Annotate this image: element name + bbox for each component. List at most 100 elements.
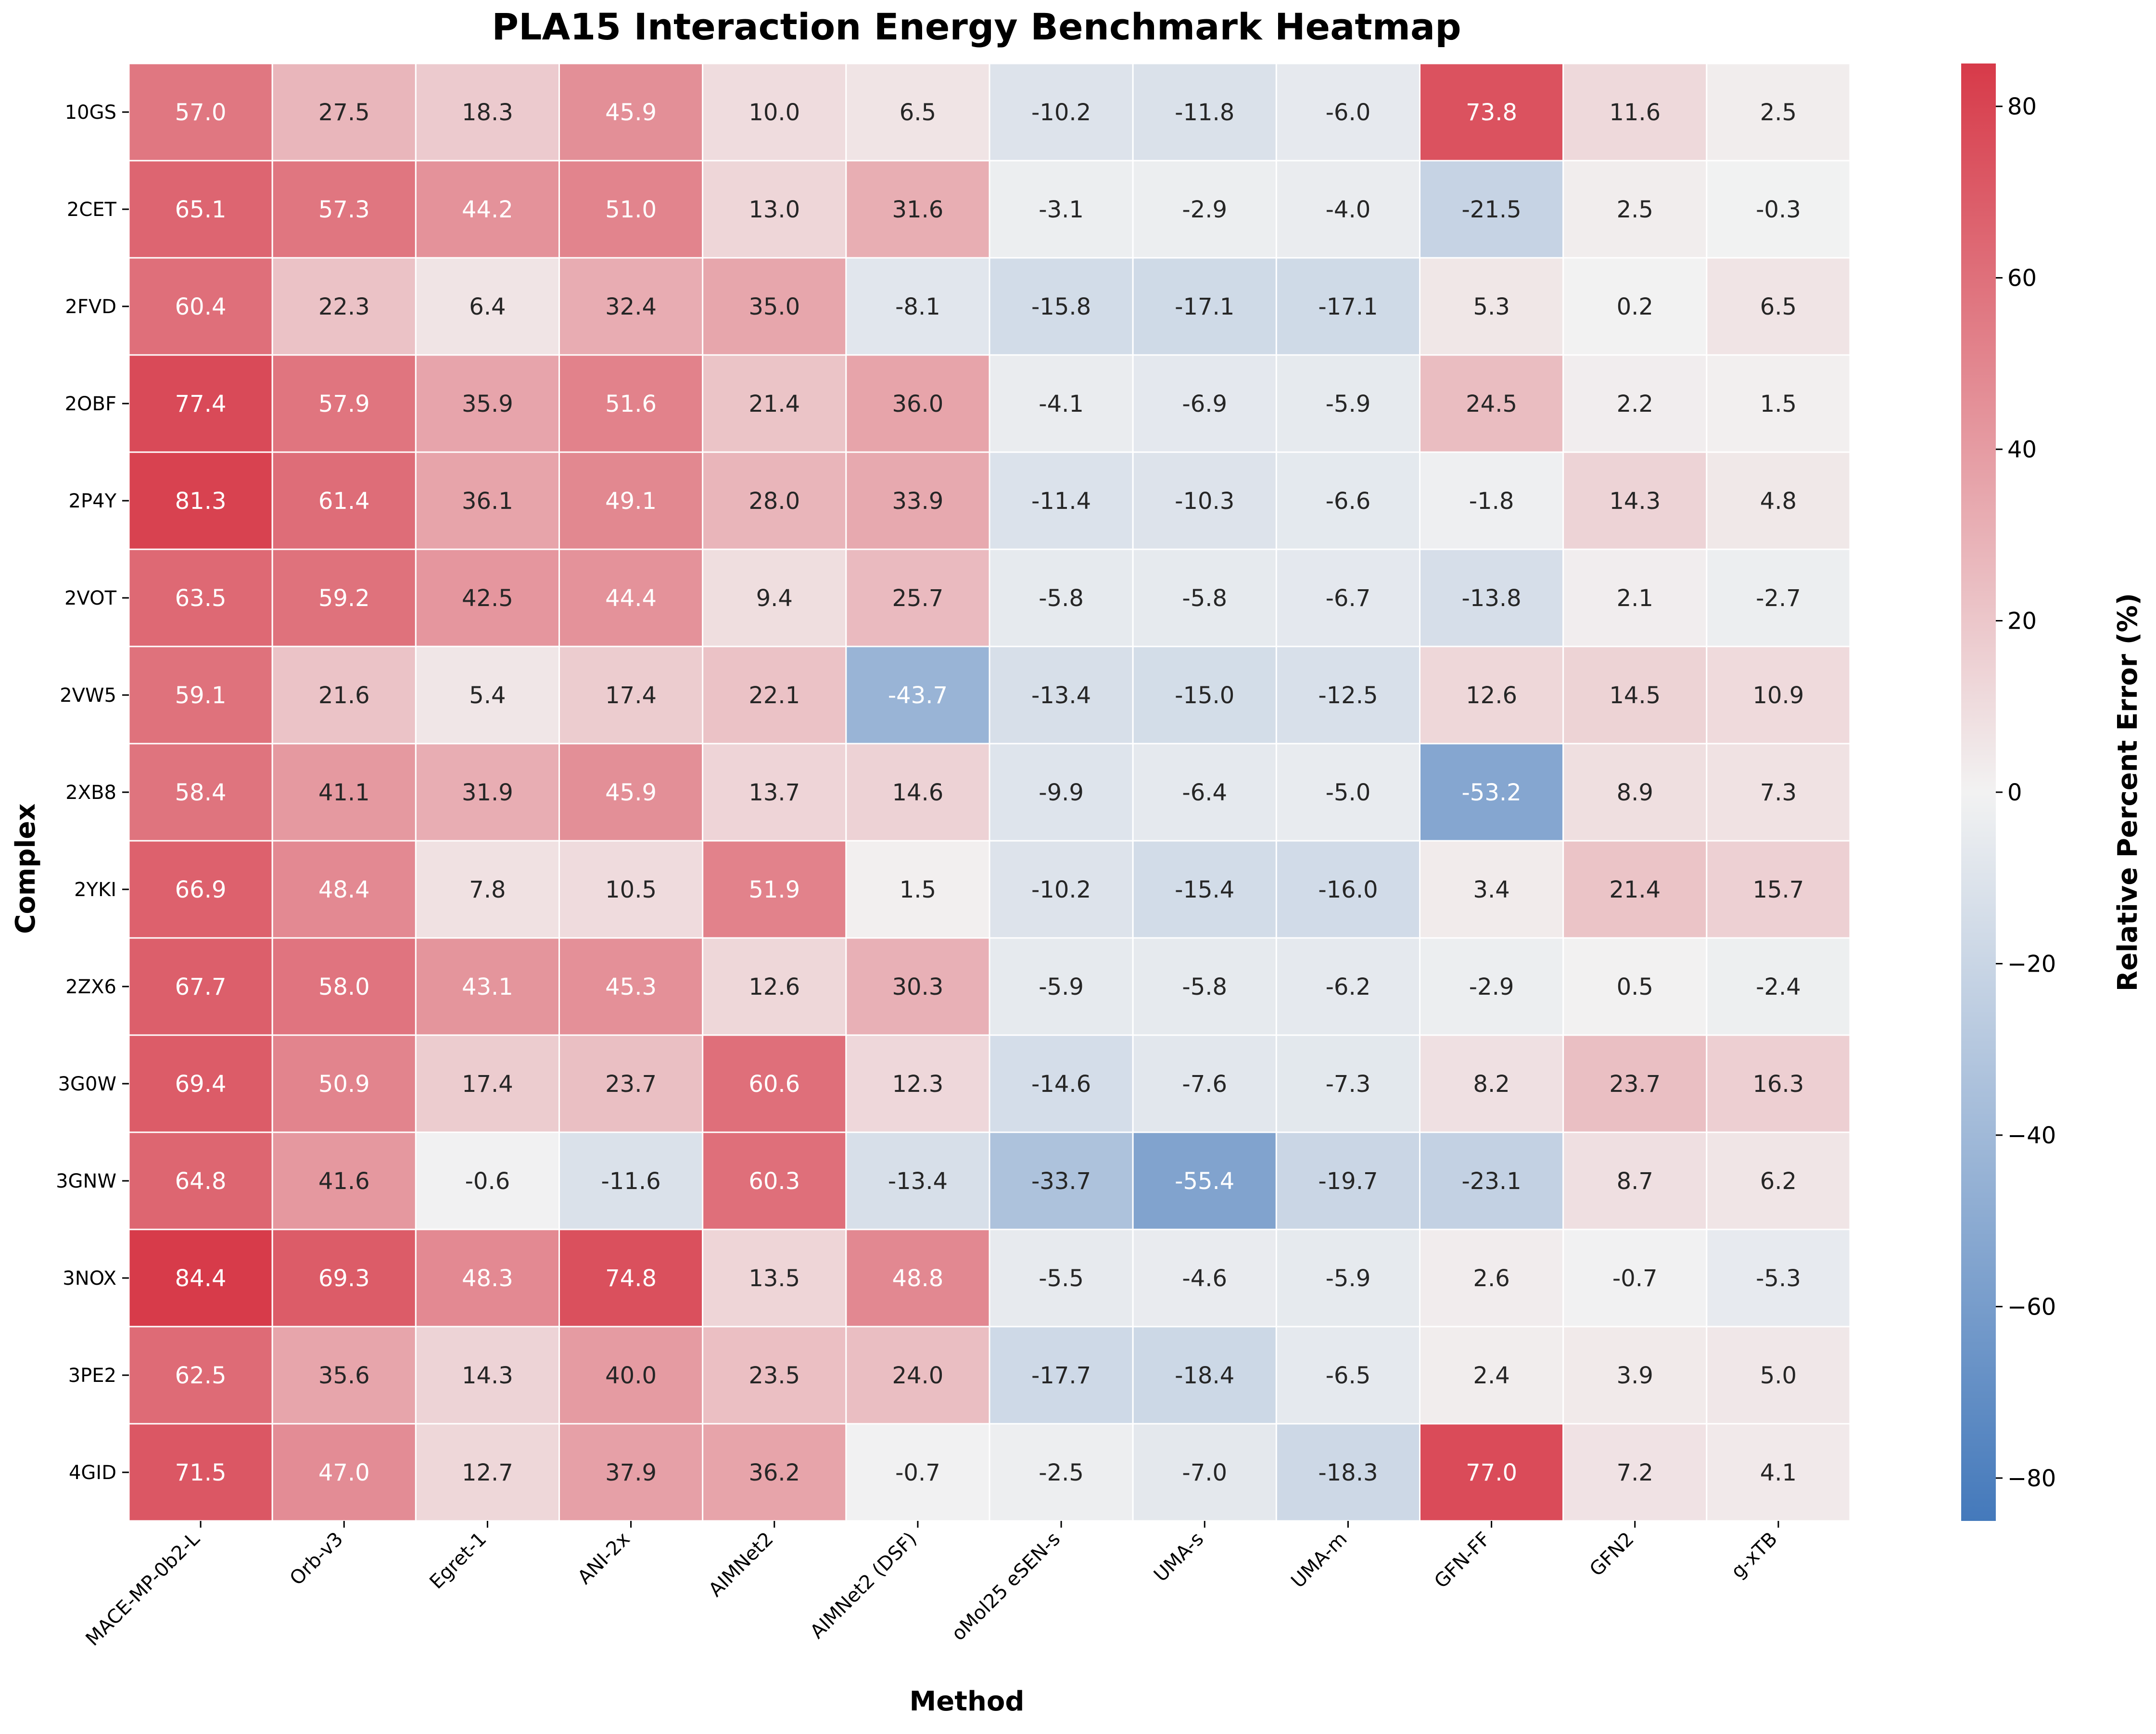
heatmap-cell bbox=[271, 646, 417, 745]
heatmap-cell bbox=[415, 1034, 560, 1133]
colorbar-tick-label: −80 bbox=[2007, 1465, 2056, 1492]
heatmap-cell bbox=[1132, 743, 1277, 842]
heatmap-cell bbox=[1419, 1228, 1564, 1328]
heatmap-cell bbox=[845, 451, 990, 550]
heatmap-cell bbox=[845, 63, 990, 162]
cell-value-label: 3.9 bbox=[1617, 1362, 1653, 1389]
heatmap-cell bbox=[558, 1228, 704, 1328]
cell-value-label: 37.9 bbox=[605, 1459, 657, 1486]
heatmap-cell bbox=[271, 1034, 417, 1133]
heatmap-cell bbox=[1562, 1423, 1708, 1522]
heatmap-cell bbox=[702, 451, 847, 550]
heatmap-cell bbox=[128, 1326, 273, 1425]
cell-value-label: -5.9 bbox=[1326, 391, 1371, 418]
heatmap-cell bbox=[1706, 160, 1851, 259]
heatmap-cell bbox=[845, 1131, 990, 1230]
cell-value-label: -5.9 bbox=[1039, 974, 1084, 1000]
cell-value-label: -18.4 bbox=[1175, 1362, 1234, 1389]
heatmap-cell bbox=[1132, 451, 1277, 550]
heatmap-cell bbox=[989, 840, 1134, 939]
x-axis-ticks: MACE-MP-0b2-L Orb-v3 Egret-1 ANI-2x AIMNet2 A… bbox=[82, 1521, 1782, 1650]
heatmap-cell bbox=[271, 160, 417, 259]
cell-value-label: -13.4 bbox=[888, 1168, 948, 1195]
y-tick-label: 2ZX6 bbox=[65, 976, 116, 998]
cell-value-label: 2.2 bbox=[1617, 391, 1653, 418]
cell-value-label: 36.0 bbox=[892, 391, 943, 418]
cell-value-label: 24.0 bbox=[892, 1362, 943, 1389]
cell-value-label: 73.8 bbox=[1466, 99, 1517, 126]
cell-value-label: 64.8 bbox=[175, 1168, 227, 1195]
cell-value-label: 0.5 bbox=[1617, 974, 1653, 1000]
cell-value-label: 13.7 bbox=[748, 779, 800, 806]
cell-value-label: 77.0 bbox=[1466, 1459, 1517, 1486]
cell-value-label: -1.8 bbox=[1469, 488, 1514, 515]
heatmap-cell bbox=[1706, 743, 1851, 842]
x-tick-label: GFN-FF bbox=[1430, 1528, 1495, 1593]
cell-value-label: -3.1 bbox=[1039, 196, 1084, 223]
heatmap-cell bbox=[702, 646, 847, 745]
cell-value-label: 30.3 bbox=[892, 974, 943, 1000]
heatmap-cell bbox=[1132, 63, 1277, 162]
heatmap-cell bbox=[1562, 451, 1708, 550]
heatmap-cell bbox=[558, 1034, 704, 1133]
y-axis-ticks: 10GS 2CET 2FVD 2OBF 2P4Y 2VOT 2VW5 2XB8 2YKI 2ZX6… bbox=[56, 101, 129, 1484]
x-tick-label: g-xTB bbox=[1727, 1528, 1782, 1583]
cell-value-label: 32.4 bbox=[605, 293, 657, 320]
heatmap-cell bbox=[1706, 840, 1851, 939]
heatmap-cell bbox=[1275, 840, 1420, 939]
cell-value-label: 81.3 bbox=[175, 488, 227, 515]
heatmap-cell bbox=[1562, 354, 1708, 453]
cell-value-label: -4.0 bbox=[1326, 196, 1371, 223]
cell-value-label: 31.6 bbox=[892, 196, 943, 223]
cell-value-label: 63.5 bbox=[175, 585, 227, 612]
cell-value-label: 10.9 bbox=[1752, 682, 1804, 709]
cell-value-label: 58.0 bbox=[318, 974, 370, 1000]
heatmap-cell bbox=[415, 937, 560, 1036]
cell-value-label: -19.7 bbox=[1318, 1168, 1378, 1195]
cell-value-label: -6.6 bbox=[1326, 488, 1371, 515]
cell-value-label: -2.4 bbox=[1756, 974, 1801, 1000]
cell-value-label: 21.4 bbox=[1609, 876, 1661, 903]
heatmap-cell bbox=[989, 160, 1134, 259]
cell-value-label: -12.5 bbox=[1318, 682, 1378, 709]
colorbar-tick-label: 80 bbox=[2007, 93, 2037, 120]
cell-value-label: -5.9 bbox=[1326, 1265, 1371, 1292]
heatmap-cell bbox=[1562, 1228, 1708, 1328]
cell-value-label: 33.9 bbox=[892, 488, 943, 515]
heatmap-cell bbox=[1275, 354, 1420, 453]
cell-value-label: 21.4 bbox=[748, 391, 800, 418]
heatmap-cell bbox=[1419, 354, 1564, 453]
cell-value-label: 71.5 bbox=[175, 1459, 227, 1486]
cell-value-label: -17.1 bbox=[1175, 293, 1234, 320]
heatmap-cell bbox=[989, 1326, 1134, 1425]
cell-value-label: 4.1 bbox=[1760, 1459, 1797, 1486]
heatmap-cell bbox=[1706, 1326, 1851, 1425]
heatmap-cell bbox=[989, 548, 1134, 647]
heatmap-cell bbox=[558, 1423, 704, 1522]
cell-value-label: 44.4 bbox=[605, 585, 657, 612]
cell-value-label: 35.6 bbox=[318, 1362, 370, 1389]
cell-value-label: 77.4 bbox=[175, 391, 227, 418]
cell-value-label: -6.4 bbox=[1182, 779, 1227, 806]
heatmap-cell bbox=[1562, 743, 1708, 842]
cell-value-label: -2.9 bbox=[1469, 974, 1514, 1000]
heatmap-cell bbox=[1562, 1326, 1708, 1425]
heatmap-cell bbox=[558, 257, 704, 356]
heatmap-cell bbox=[1706, 1131, 1851, 1230]
heatmap-cell bbox=[558, 840, 704, 939]
cell-value-label: -6.2 bbox=[1326, 974, 1371, 1000]
heatmap-cell bbox=[558, 63, 704, 162]
y-tick-label: 2OBF bbox=[65, 393, 116, 415]
heatmap-cell bbox=[1275, 1034, 1420, 1133]
heatmap-cell bbox=[415, 743, 560, 842]
heatmap-cell bbox=[415, 354, 560, 453]
cell-value-label: 8.9 bbox=[1617, 779, 1653, 806]
cell-value-label: 5.0 bbox=[1760, 1362, 1797, 1389]
cell-value-label: -6.5 bbox=[1326, 1362, 1371, 1389]
cell-value-label: -4.6 bbox=[1182, 1265, 1227, 1292]
cell-value-label: 57.3 bbox=[318, 196, 370, 223]
heatmap-cell bbox=[702, 63, 847, 162]
x-tick-label: AIMNet2 bbox=[705, 1528, 778, 1601]
cell-value-label: -14.6 bbox=[1031, 1071, 1091, 1098]
cell-value-label: -23.1 bbox=[1461, 1168, 1521, 1195]
